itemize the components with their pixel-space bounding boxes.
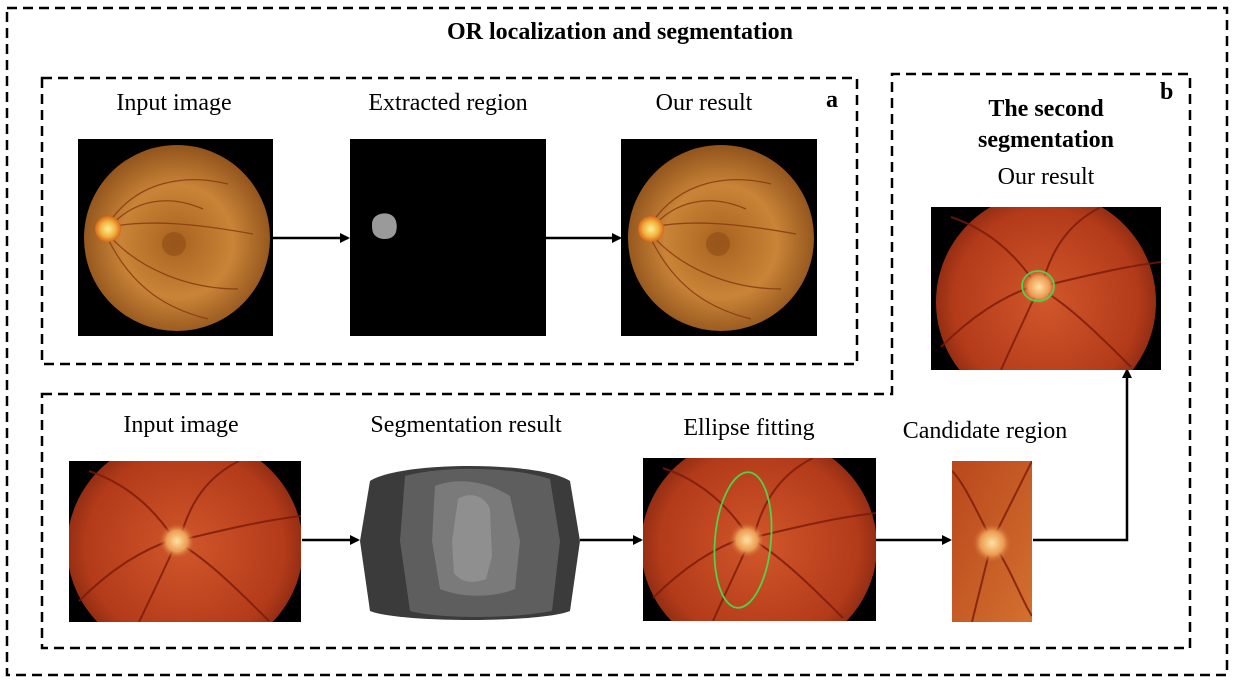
fundus-input-image-bottom xyxy=(69,461,301,622)
segmentation-result-image xyxy=(360,461,580,621)
bottom-input-label: Input image xyxy=(123,412,239,438)
panel-a-dashed-box xyxy=(40,76,859,366)
diagram-title: OR localization and segmentation xyxy=(447,19,793,45)
panel-b-heading-line2: segmentation xyxy=(978,127,1114,153)
panel-a-extracted-label: Extracted region xyxy=(368,90,528,116)
panel-a-result-label: Our result xyxy=(655,90,753,116)
fundus-result-image xyxy=(621,139,817,336)
fundus-input-image xyxy=(78,139,273,336)
panel-a-tag: a xyxy=(826,87,838,113)
bottom-ellipse-label: Ellipse fitting xyxy=(683,415,815,441)
second-segmentation-result-image xyxy=(931,207,1161,370)
candidate-region-image xyxy=(952,461,1032,622)
bottom-panel-b-dashed-outline xyxy=(40,72,1192,650)
bottom-candidate-label: Candidate region xyxy=(902,418,1068,444)
arrow-candidate-to-second-segmentation xyxy=(1033,368,1132,542)
extracted-region-mask xyxy=(350,139,546,336)
panel-b-heading-line1: The second xyxy=(988,96,1104,122)
bottom-segmentation-label: Segmentation result xyxy=(370,412,562,438)
panel-b-tag: b xyxy=(1160,79,1174,105)
ellipse-fitting-image xyxy=(643,458,876,621)
panel-b-result-label: Our result xyxy=(997,164,1095,190)
outer-dashed-box xyxy=(5,6,1229,677)
panel-a-input-label: Input image xyxy=(116,90,232,116)
